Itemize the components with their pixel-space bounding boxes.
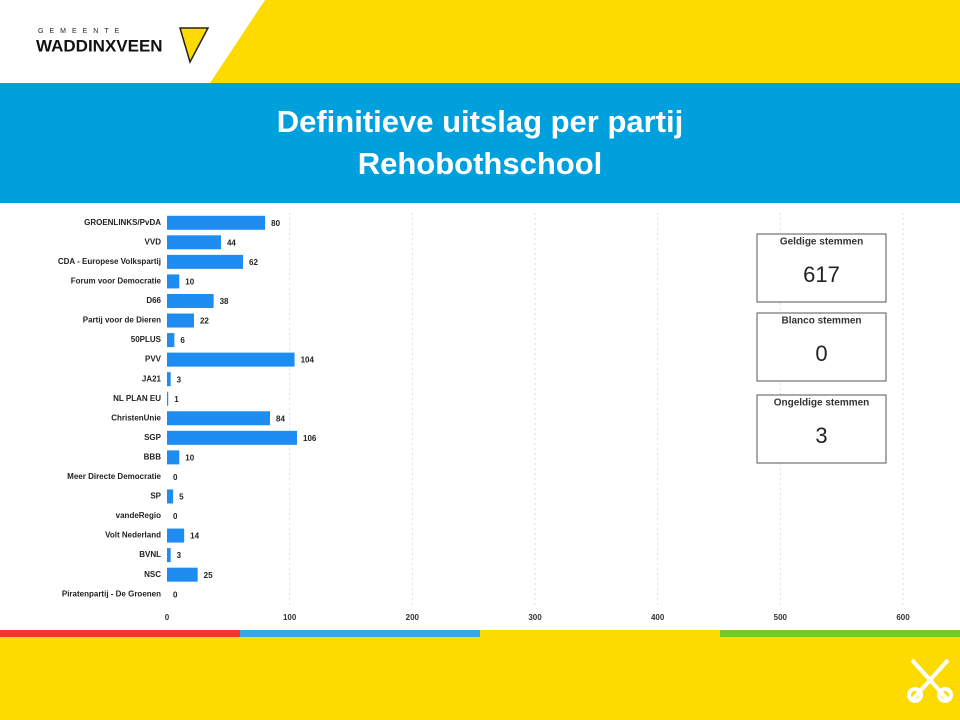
bar xyxy=(167,352,295,367)
bar xyxy=(167,548,171,563)
stripe xyxy=(240,630,480,637)
bar xyxy=(167,235,221,250)
data-label: 106 xyxy=(303,434,317,443)
category-label: NL PLAN EU xyxy=(113,394,161,403)
category-label: JA21 xyxy=(142,374,162,383)
x-tick-label: 600 xyxy=(896,613,910,622)
bar xyxy=(167,489,174,504)
logo-name: WADDINXVEEN xyxy=(36,36,163,55)
x-tick-label: 0 xyxy=(165,613,170,622)
card-label: Ongeldige stemmen xyxy=(774,398,870,409)
data-label: 1 xyxy=(174,395,179,404)
category-label: CDA - Europese Volkspartij xyxy=(58,257,161,266)
footer xyxy=(0,637,960,720)
data-label: 0 xyxy=(173,512,178,521)
data-label: 10 xyxy=(185,278,194,287)
category-label: BVNL xyxy=(139,550,161,559)
category-label: PVV xyxy=(145,355,162,364)
data-label: 62 xyxy=(249,258,258,267)
data-label: 14 xyxy=(190,532,199,541)
bar xyxy=(167,254,244,269)
x-tick-label: 200 xyxy=(406,613,420,622)
data-label: 80 xyxy=(271,219,280,228)
category-label: Meer Directe Democratie xyxy=(67,472,161,481)
data-label: 0 xyxy=(173,590,178,599)
stripe xyxy=(0,630,240,637)
data-label: 5 xyxy=(179,493,184,502)
logo-mark xyxy=(178,27,210,64)
title-band xyxy=(0,83,960,203)
data-label: 38 xyxy=(220,297,229,306)
card-label: Blanco stemmen xyxy=(781,316,861,327)
bar xyxy=(167,528,185,543)
category-label: 50PLUS xyxy=(131,335,162,344)
x-tick-label: 500 xyxy=(774,613,788,622)
category-label: BBB xyxy=(144,452,162,461)
data-label: 44 xyxy=(227,238,236,247)
card xyxy=(756,312,887,382)
data-label: 84 xyxy=(276,414,285,423)
footer-icon xyxy=(907,658,953,703)
card xyxy=(756,394,887,464)
bar xyxy=(167,391,169,406)
chart-subtitle: Rehobothschool xyxy=(358,146,603,181)
category-label: VVD xyxy=(145,237,162,246)
bar xyxy=(167,313,194,328)
card-label: Geldige stemmen xyxy=(780,237,863,248)
data-label: 25 xyxy=(204,571,213,580)
bar xyxy=(167,567,198,582)
card-value: 0 xyxy=(815,341,827,366)
data-label: 3 xyxy=(177,551,182,560)
data-label: 0 xyxy=(173,473,178,482)
category-label: SGP xyxy=(144,433,162,442)
stripe xyxy=(480,630,720,637)
bar xyxy=(167,430,298,445)
x-tick-label: 400 xyxy=(651,613,665,622)
category-label: NSC xyxy=(144,570,161,579)
category-label: Partij voor de Dieren xyxy=(83,316,161,325)
data-label: 6 xyxy=(180,336,185,345)
logo-top: GEMEENTE xyxy=(38,28,125,35)
data-label: 22 xyxy=(200,317,209,326)
x-tick-label: 100 xyxy=(283,613,297,622)
bar xyxy=(167,274,180,289)
category-label: vandeRegio xyxy=(116,511,161,520)
data-label: 10 xyxy=(185,453,194,462)
cards: Geldige stemmen 617 Blanco stemmen 0 Ongeldi… xyxy=(756,233,887,464)
bar xyxy=(167,450,180,465)
bar xyxy=(167,333,175,348)
card-value: 3 xyxy=(815,423,827,448)
data-label: 104 xyxy=(301,356,315,365)
bar xyxy=(167,372,171,387)
category-label: D66 xyxy=(146,296,161,305)
x-tick-label: 300 xyxy=(528,613,542,622)
category-label: SP xyxy=(150,492,161,501)
stripe xyxy=(720,630,960,637)
category-label: GROENLINKS/PvDA xyxy=(84,218,161,227)
chart-title: Definitieve uitslag per partij xyxy=(277,104,684,139)
category-label: Forum voor Democratie xyxy=(71,277,162,286)
category-label: Piratenpartij - De Groenen xyxy=(62,589,161,598)
category-label: Volt Nederland xyxy=(105,531,161,540)
card-value: 617 xyxy=(803,262,840,287)
category-label: ChristenUnie xyxy=(111,413,161,422)
bar xyxy=(167,411,271,426)
yellow-shape xyxy=(210,0,960,83)
data-label: 3 xyxy=(177,375,182,384)
bar xyxy=(167,293,214,308)
bar xyxy=(167,215,266,230)
card xyxy=(756,233,887,303)
